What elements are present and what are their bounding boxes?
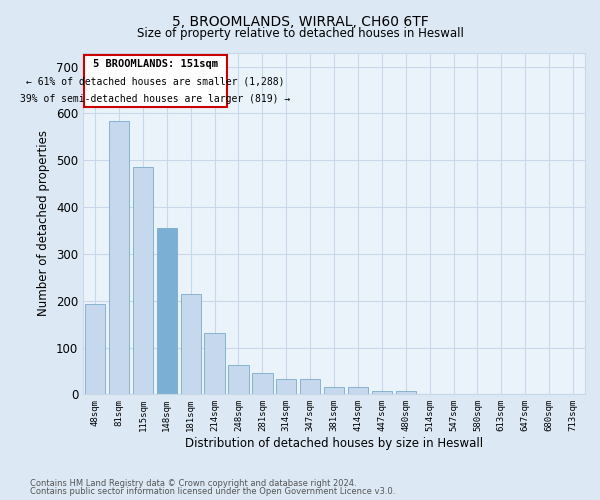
Text: Size of property relative to detached houses in Heswall: Size of property relative to detached ho… xyxy=(137,28,463,40)
Bar xyxy=(300,380,320,394)
Bar xyxy=(276,380,296,394)
Bar xyxy=(181,294,201,394)
X-axis label: Distribution of detached houses by size in Heswall: Distribution of detached houses by size … xyxy=(185,437,483,450)
Bar xyxy=(133,167,153,394)
Text: 5 BROOMLANDS: 151sqm: 5 BROOMLANDS: 151sqm xyxy=(93,58,218,68)
Y-axis label: Number of detached properties: Number of detached properties xyxy=(37,130,50,316)
Bar xyxy=(229,365,248,394)
Bar xyxy=(252,374,272,394)
Bar xyxy=(372,390,392,394)
Text: ← 61% of detached houses are smaller (1,288): ← 61% of detached houses are smaller (1,… xyxy=(26,76,284,86)
Bar xyxy=(205,333,225,394)
Bar xyxy=(395,390,416,394)
Bar xyxy=(324,388,344,394)
Bar xyxy=(348,388,368,394)
Text: 39% of semi-detached houses are larger (819) →: 39% of semi-detached houses are larger (… xyxy=(20,94,290,104)
Bar xyxy=(85,304,105,394)
Bar xyxy=(85,55,227,108)
Text: 5, BROOMLANDS, WIRRAL, CH60 6TF: 5, BROOMLANDS, WIRRAL, CH60 6TF xyxy=(172,15,428,29)
Bar xyxy=(157,228,177,394)
Bar xyxy=(109,122,129,394)
Text: Contains HM Land Registry data © Crown copyright and database right 2024.: Contains HM Land Registry data © Crown c… xyxy=(30,478,356,488)
Text: Contains public sector information licensed under the Open Government Licence v3: Contains public sector information licen… xyxy=(30,487,395,496)
